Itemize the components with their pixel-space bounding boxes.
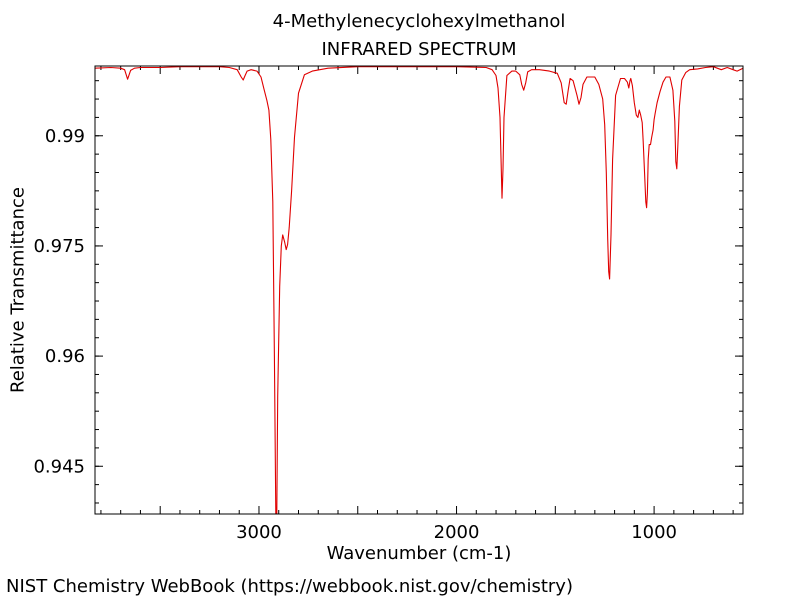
x-tick-label: 3000 xyxy=(236,522,282,543)
x-minor-ticks xyxy=(100,66,734,514)
x-tick-labels: 3000 2000 1000 xyxy=(236,522,677,543)
spectrum-line xyxy=(94,66,744,515)
x-axis-label: Wavenumber (cm-1) xyxy=(326,543,512,564)
y-axis-ticks xyxy=(95,135,743,467)
y-tick-label: 0.99 xyxy=(45,126,85,147)
y-minor-ticks xyxy=(95,80,743,504)
y-tick-label: 0.975 xyxy=(33,236,85,257)
y-axis-label: Relative Transmittance xyxy=(7,187,29,393)
x-axis-ticks xyxy=(159,66,655,514)
y-tick-label: 0.945 xyxy=(33,456,85,477)
y-tick-label: 0.96 xyxy=(45,346,85,367)
y-tick-labels: 0.99 0.975 0.96 0.945 xyxy=(33,126,85,477)
chart-subtitle: INFRARED SPECTRUM xyxy=(321,39,517,60)
x-tick-label: 1000 xyxy=(631,522,677,543)
x-tick-label: 2000 xyxy=(434,522,480,543)
plot-frame xyxy=(94,65,744,515)
chart-title: 4-Methylenecyclohexylmethanol xyxy=(272,11,566,32)
source-credit: NIST Chemistry WebBook (https://webbook.… xyxy=(6,576,573,597)
